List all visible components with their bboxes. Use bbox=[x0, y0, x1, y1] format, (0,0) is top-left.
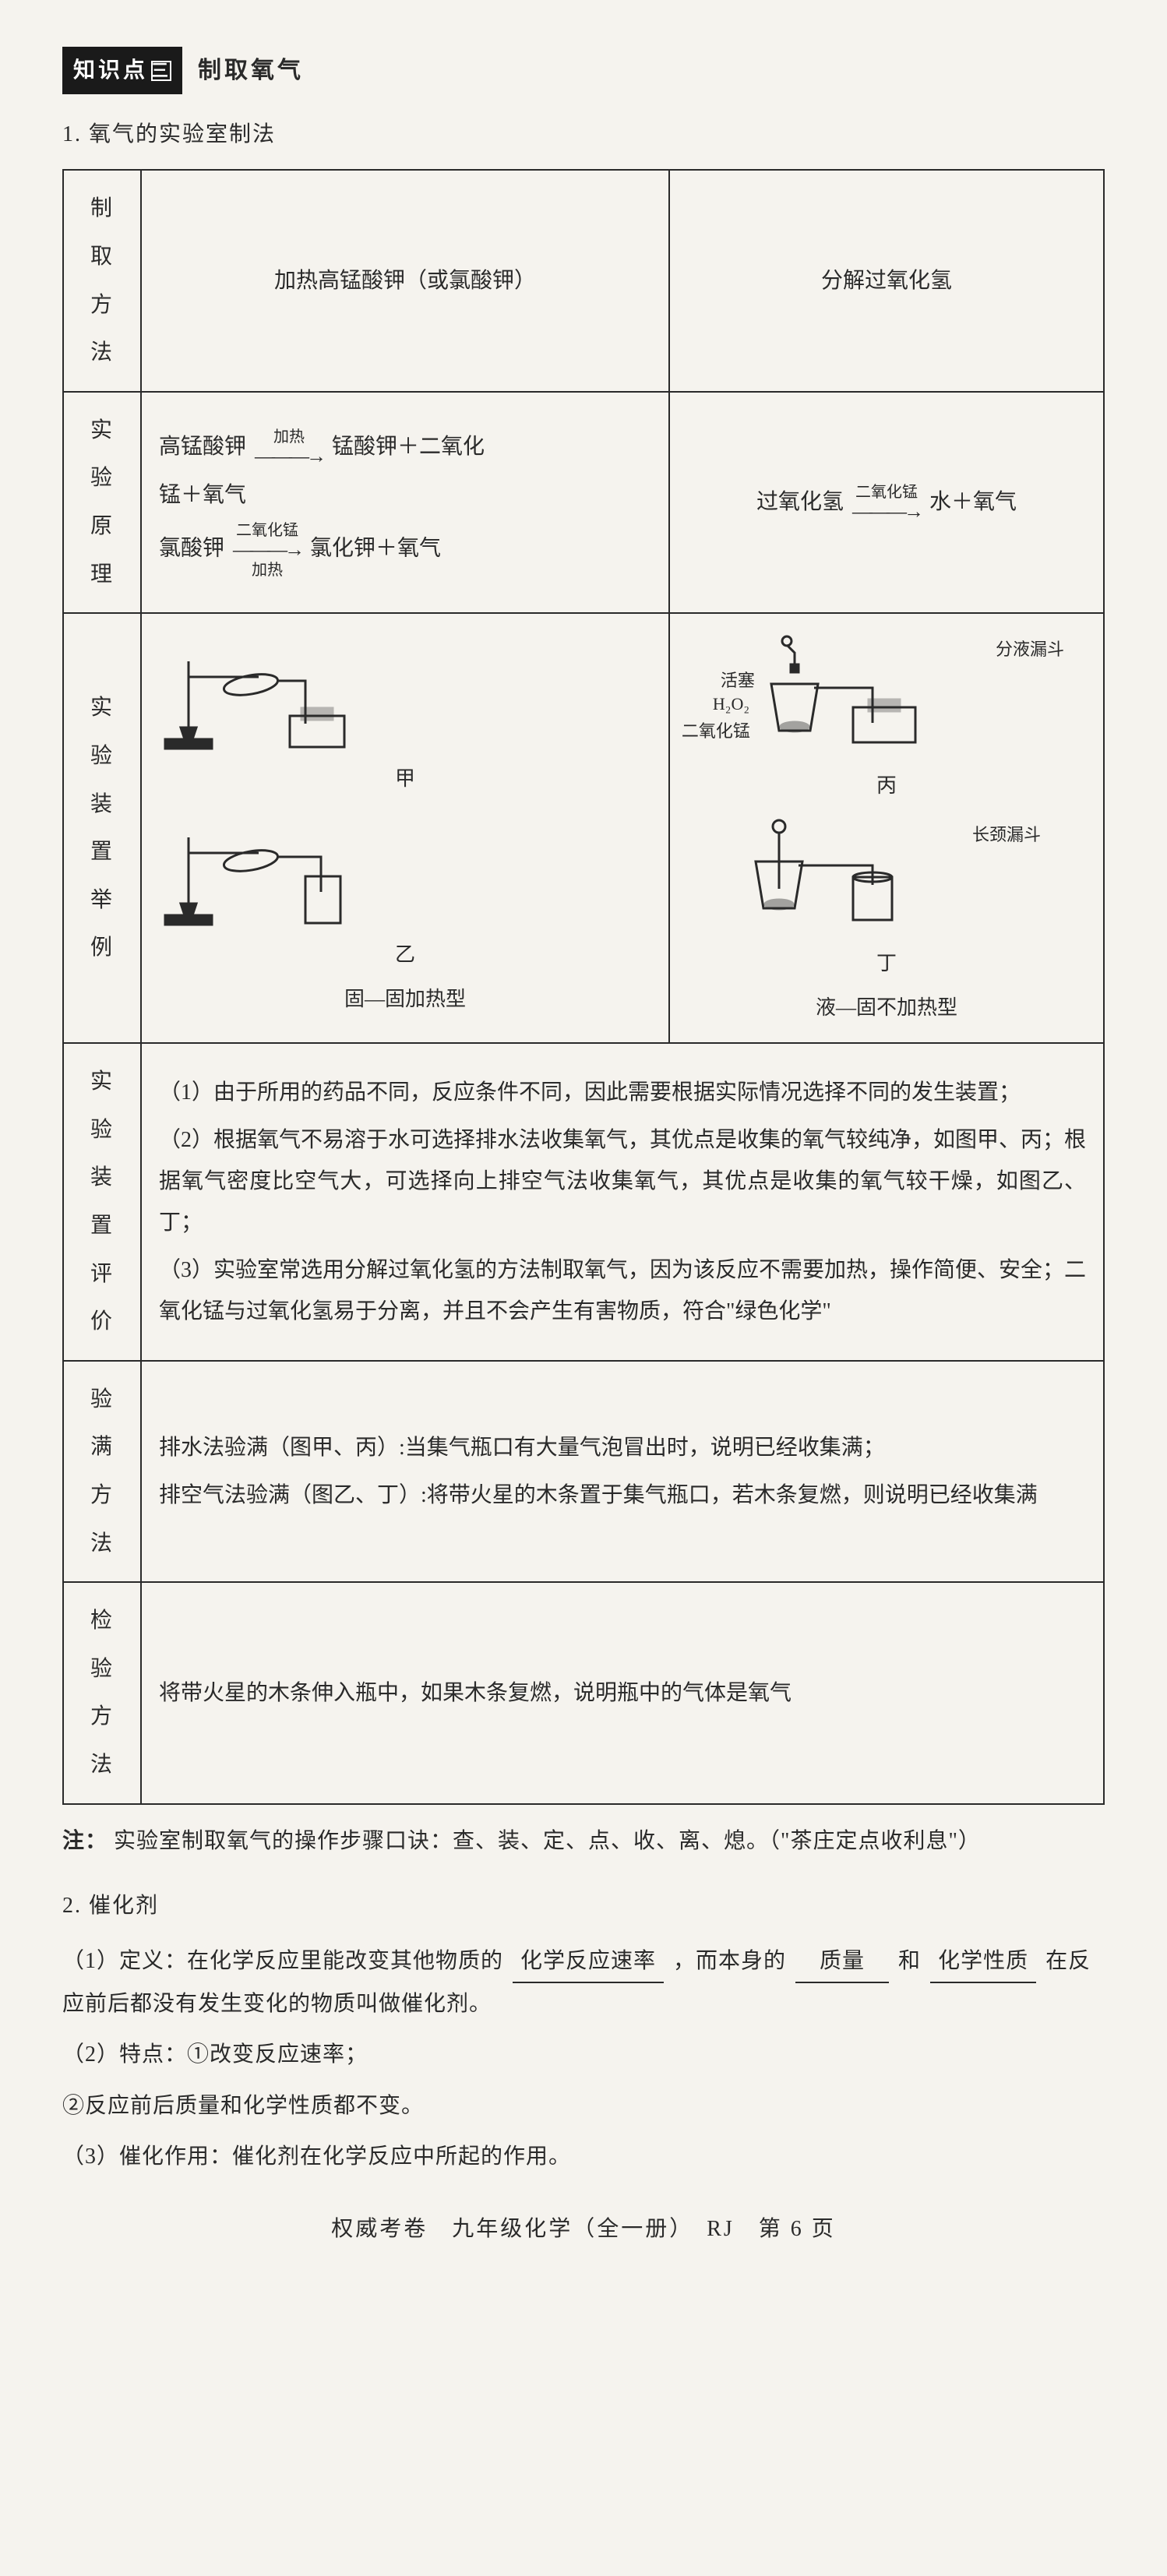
row-label: 制取 方法 bbox=[63, 170, 141, 391]
fullcheck-cell: 排水法验满（图甲、丙）:当集气瓶口有大量气泡冒出时，说明已经收集满； 排空气法验… bbox=[141, 1361, 1104, 1582]
verify-p1: 将带火星的木条伸入瓶中，如果木条复燃，说明瓶中的气体是氧气 bbox=[159, 1672, 1086, 1714]
table-row: 验满 方法 排水法验满（图甲、丙）:当集气瓶口有大量气泡冒出时，说明已经收集满；… bbox=[63, 1361, 1104, 1582]
type-left: 固—固加热型 bbox=[150, 980, 661, 1018]
catalyst-def: （1）定义：在化学反应里能改变其他物质的 化学反应速率 ，而本身的 质量 和 化… bbox=[62, 1940, 1105, 2025]
badge: 知识点 三 bbox=[62, 47, 182, 94]
catalyst-effect: （3）催化作用：催化剂在化学反应中所起的作用。 bbox=[62, 2136, 1105, 2177]
label-funnel: 分液漏斗 bbox=[996, 633, 1064, 666]
def-a: （1）定义：在化学反应里能改变其他物质的 bbox=[62, 1949, 503, 1973]
table-row: 实验 装置 评价 （1）由于所用的药品不同，反应条件不同，因此需要根据实际情况选… bbox=[63, 1043, 1104, 1361]
blank-3: 化学性质 bbox=[930, 1940, 1036, 1983]
caption-jia: 甲 bbox=[150, 759, 661, 798]
blank-1: 化学反应速率 bbox=[513, 1940, 664, 1983]
catalyst-feature-1: （2）特点：①改变反应速率； bbox=[62, 2034, 1105, 2075]
page-footer: 权威考卷 九年级化学（全一册） RJ 第 6 页 bbox=[62, 2208, 1105, 2250]
apparatus-yi-icon bbox=[150, 814, 368, 931]
catalyst-feature-2: ②反应前后质量和化学性质都不变。 bbox=[62, 2085, 1105, 2127]
knowledge-point-header: 知识点 三 制取氧气 bbox=[62, 47, 1105, 94]
method-2: 分解过氧化氢 bbox=[669, 170, 1104, 391]
eval-p1: （1）由于所用的药品不同，反应条件不同，因此需要根据实际情况选择不同的发生装置； bbox=[159, 1072, 1086, 1113]
row-label: 实验 原理 bbox=[63, 392, 141, 613]
principle-2: 过氧化氢 二氧化锰 ———→ 水＋氧气 bbox=[669, 392, 1104, 613]
reaction-2: 氯酸钾 二氧化锰 ———→ 加热 氯化钾＋氧气 bbox=[159, 522, 651, 579]
table-row: 检验 方法 将带火星的木条伸入瓶中，如果木条复燃，说明瓶中的气体是氧气 bbox=[63, 1582, 1104, 1803]
note-label: 注： bbox=[62, 1829, 108, 1853]
reaction-1-cont: 锰＋氧气 bbox=[159, 474, 651, 516]
def-b: ，而本身的 bbox=[673, 1949, 786, 1973]
row-label: 实验 装置 评价 bbox=[63, 1043, 141, 1361]
row-label: 检验 方法 bbox=[63, 1582, 141, 1803]
section-title: 制取氧气 bbox=[198, 48, 304, 93]
subsection-1: 1. 氧气的实验室制法 bbox=[62, 114, 1105, 155]
apparatus-jia-icon bbox=[150, 638, 368, 755]
arrow-icon: 二氧化锰 ———→ bbox=[852, 484, 921, 523]
row-label: 验满 方法 bbox=[63, 1361, 141, 1582]
caption-bing: 丙 bbox=[678, 766, 1095, 805]
subsection-2: 2. 催化剂 bbox=[62, 1885, 1105, 1926]
sec1-title: 氧气的实验室制法 bbox=[89, 122, 276, 146]
arrow-icon: 加热 ———→ bbox=[255, 428, 323, 468]
full-p2: 排空气法验满（图乙、丁）:将带火星的木条置于集气瓶口，若木条复燃，则说明已经收集… bbox=[159, 1475, 1086, 1516]
eval-p2: （2）根据氧气不易溶于水可选择排水法收集氧气，其优点是收集的氧气较纯净，如图甲、… bbox=[159, 1119, 1086, 1244]
badge-text: 知识点 bbox=[73, 50, 148, 91]
note: 注： 实验室制取氧气的操作步骤口诀：查、装、定、点、收、离、熄。（"茶庄定点收利… bbox=[62, 1820, 1105, 1862]
table-row: 实验 装置 举例 甲 bbox=[63, 613, 1104, 1043]
table-row: 实验 原理 高锰酸钾 加热 ———→ 锰酸钾＋二氧化 锰＋氧气 氯酸钾 二氧化锰… bbox=[63, 392, 1104, 613]
arrow-icon: 二氧化锰 ———→ 加热 bbox=[233, 522, 301, 579]
sec2-title: 催化剂 bbox=[89, 1894, 159, 1918]
blank-2: 质量 bbox=[795, 1940, 889, 1983]
apparatus-left: 甲 乙 固—固加热型 bbox=[141, 613, 669, 1043]
note-text: 实验室制取氧气的操作步骤口诀：查、装、定、点、收、离、熄。（"茶庄定点收利息"） bbox=[114, 1829, 981, 1853]
method-1: 加热高锰酸钾（或氯酸钾） bbox=[141, 170, 669, 391]
apparatus-right: 分液漏斗 活塞 H₂O₂ 二氧化锰 丙 bbox=[669, 613, 1104, 1043]
table-row: 制取 方法 加热高锰酸钾（或氯酸钾） 分解过氧化氢 bbox=[63, 170, 1104, 391]
full-p1: 排水法验满（图甲、丙）:当集气瓶口有大量气泡冒出时，说明已经收集满； bbox=[159, 1427, 1086, 1468]
label-mno2: 二氧化锰 bbox=[682, 715, 750, 748]
reaction-3: 过氧化氢 二氧化锰 ———→ 水＋氧气 bbox=[687, 481, 1086, 523]
eval-p3: （3）实验室常选用分解过氧化氢的方法制取氧气，因为该反应不需要加热，操作简便、安… bbox=[159, 1249, 1086, 1332]
label-neck: 长颈漏斗 bbox=[972, 819, 1041, 851]
apparatus-ding-icon bbox=[678, 815, 958, 939]
evaluation-cell: （1）由于所用的药品不同，反应条件不同，因此需要根据实际情况选择不同的发生装置；… bbox=[141, 1043, 1104, 1361]
def-c: 和 bbox=[898, 1949, 921, 1973]
caption-yi: 乙 bbox=[150, 936, 661, 974]
type-right: 液—固不加热型 bbox=[678, 988, 1095, 1027]
sec2-num: 2. bbox=[62, 1894, 82, 1918]
sec1-num: 1. bbox=[62, 122, 82, 146]
verify-cell: 将带火星的木条伸入瓶中，如果木条复燃，说明瓶中的气体是氧气 bbox=[141, 1582, 1104, 1803]
principle-1: 高锰酸钾 加热 ———→ 锰酸钾＋二氧化 锰＋氧气 氯酸钾 二氧化锰 ———→ … bbox=[141, 392, 669, 613]
badge-num: 三 bbox=[151, 61, 171, 81]
row-label: 实验 装置 举例 bbox=[63, 613, 141, 1043]
methods-table: 制取 方法 加热高锰酸钾（或氯酸钾） 分解过氧化氢 实验 原理 高锰酸钾 加热 … bbox=[62, 169, 1105, 1804]
reaction-1: 高锰酸钾 加热 ———→ 锰酸钾＋二氧化 bbox=[159, 426, 651, 468]
caption-ding: 丁 bbox=[678, 944, 1095, 982]
